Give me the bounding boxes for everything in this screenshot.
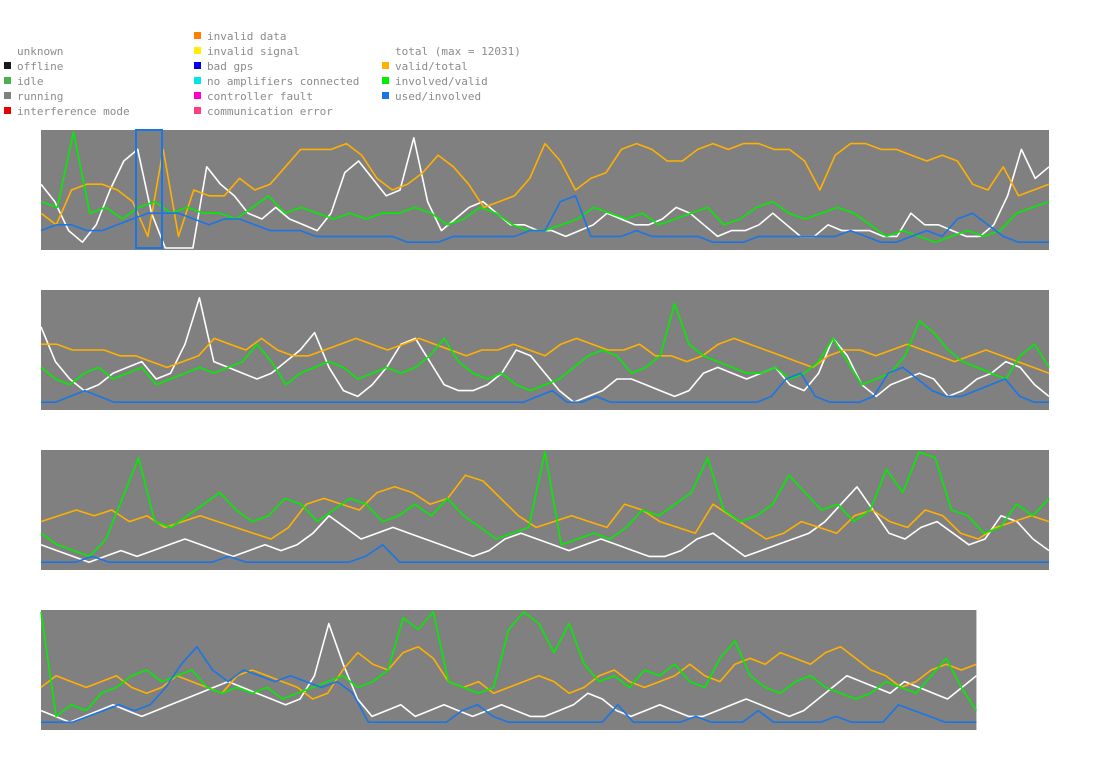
- series-line-valid-total: [40, 142, 1050, 238]
- legend-status-running: running: [4, 89, 130, 104]
- panel-background: [41, 290, 1049, 410]
- legend-label: running: [17, 90, 64, 103]
- legend-label: invalid data: [207, 30, 287, 43]
- legend-label: controller fault: [207, 90, 313, 103]
- legend-error-no-amplifiers-connected: no amplifiers connected: [194, 74, 360, 89]
- legend-error-column: invalid data invalid signal bad gps no ampl…: [194, 29, 360, 119]
- legend-swatch: [194, 62, 201, 69]
- legend-label: used/involved: [395, 90, 482, 103]
- legend-swatch: [194, 77, 201, 84]
- legend-swatch: [4, 62, 11, 69]
- legend-label: communication error: [207, 105, 333, 118]
- legend-series-used-involved: used/involved: [382, 89, 521, 104]
- chart-panel-4: [40, 610, 978, 730]
- legend-swatch: [194, 47, 201, 54]
- legend-status-interference-mode: interference mode: [4, 104, 130, 119]
- legend-label: invalid signal: [207, 45, 300, 58]
- series-line-valid-total: [40, 474, 1050, 540]
- series-line-used-involved: [41, 366, 1049, 404]
- series-line-total: [40, 485, 1050, 564]
- legend-swatch: [4, 107, 11, 114]
- legend-label: interference mode: [17, 105, 130, 118]
- legend-label: no amplifiers connected: [207, 75, 360, 88]
- legend-error-bad-gps: bad gps: [194, 59, 359, 74]
- legend-swatch: [194, 92, 201, 99]
- legend-label: involved/valid: [395, 75, 488, 88]
- legend-swatch: [4, 92, 11, 99]
- series-line-valid-total: [41, 337, 1050, 374]
- panel-background: [41, 610, 977, 730]
- series-line-used-involved: [41, 543, 1049, 564]
- legend-swatch: [382, 77, 389, 84]
- legend-swatch: [194, 107, 201, 114]
- series-line-involved-valid: [40, 611, 978, 718]
- legend-swatch: [4, 77, 11, 84]
- legend-series-involved-valid: involved/valid: [382, 74, 521, 89]
- legend-error-invalid-data: invalid data: [194, 29, 359, 44]
- series-line-valid-total: [40, 645, 977, 700]
- legend-swatch: [382, 92, 389, 99]
- legend-status-offline: offline: [4, 59, 130, 74]
- legend-label: valid/total: [395, 60, 468, 73]
- legend-error-controller-fault: controller fault: [194, 89, 359, 104]
- legend-total-label: total (max = 12031): [395, 45, 521, 58]
- legend-status-column: unknown offline idle running interference mo…: [4, 44, 130, 119]
- chart-panel-2: [40, 290, 1050, 410]
- series-line-total: [40, 296, 1050, 404]
- legend-swatch: [194, 32, 201, 39]
- panel-background: [41, 450, 1049, 570]
- legend-label: offline: [17, 60, 64, 73]
- legend-label: unknown: [17, 45, 64, 58]
- legend-series-column: total (max = 12031) valid/total involved/…: [382, 44, 521, 104]
- series-line-used-involved: [40, 195, 1049, 243]
- chart-panel-1: [40, 129, 1050, 250]
- legend-error-communication-error: communication error: [194, 104, 359, 119]
- legend-label: bad gps: [207, 60, 254, 73]
- chart-panel-3: [40, 450, 1050, 570]
- series-box-marker: [135, 129, 163, 249]
- legend-series-valid-total: valid/total: [382, 59, 521, 74]
- legend-status-unknown: unknown: [17, 44, 130, 59]
- series-line-involved-valid: [40, 451, 1050, 558]
- series-line-total: [40, 622, 977, 724]
- series-line-involved-valid: [40, 302, 1050, 392]
- series-line-used-involved: [41, 645, 977, 724]
- legend-label: idle: [17, 75, 44, 88]
- legend-status-idle: idle: [4, 74, 130, 89]
- legend-swatch: [382, 62, 389, 69]
- legend-error-invalid-signal: invalid signal: [194, 44, 359, 59]
